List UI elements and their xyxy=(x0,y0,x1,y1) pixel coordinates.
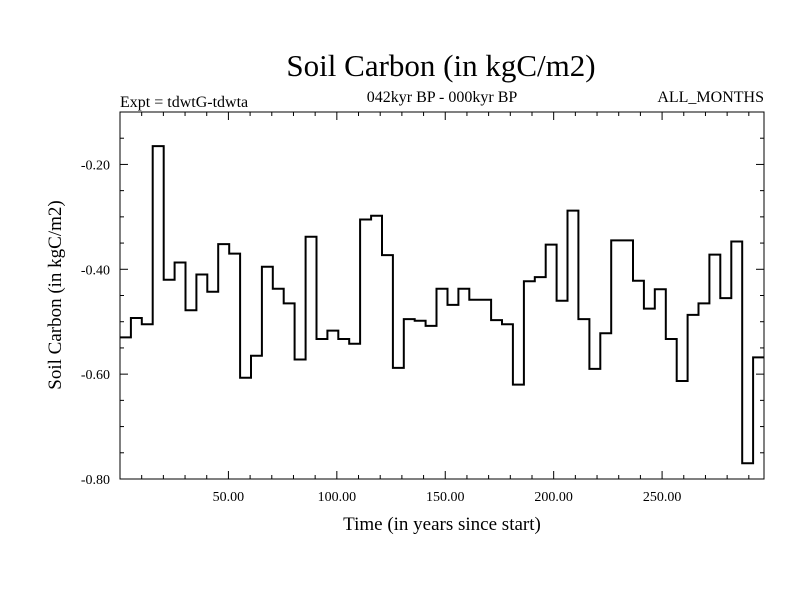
x-axis-label: Time (in years since start) xyxy=(343,514,541,535)
experiment-label: Expt = tdwtG-tdwta xyxy=(120,94,248,111)
y-tick-label: -0.80 xyxy=(81,473,110,488)
time-range-label: 042kyr BP - 000kyr BP xyxy=(367,89,518,106)
tick-labels: 50.00 100.00 150.00 200.00 250.00 -0.20 -0.40 -… xyxy=(81,158,682,505)
months-label: ALL_MONTHS xyxy=(657,89,764,106)
plot-frame xyxy=(119,111,765,480)
x-tick-label: 50.00 xyxy=(213,490,245,505)
y-axis-label: Soil Carbon (in kgC/m2) xyxy=(45,200,66,389)
x-tick-label: 150.00 xyxy=(426,490,465,505)
x-tick-label: 200.00 xyxy=(534,490,573,505)
x-tick-label: 100.00 xyxy=(318,490,357,505)
series-line-soil-carbon xyxy=(120,145,764,465)
y-tick-label: -0.40 xyxy=(81,263,110,278)
x-tick-label: 250.00 xyxy=(643,490,682,505)
chart-title: Soil Carbon (in kgC/m2) xyxy=(286,48,595,83)
y-tick-label: -0.60 xyxy=(81,368,110,383)
y-tick-label: -0.20 xyxy=(81,158,110,173)
axis-ticks xyxy=(120,112,764,479)
